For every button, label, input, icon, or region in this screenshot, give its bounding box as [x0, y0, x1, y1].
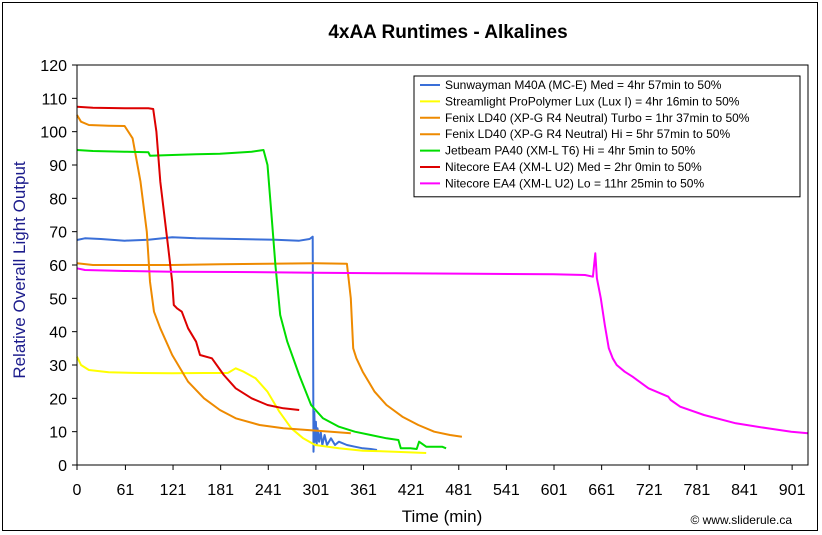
- x-tick-label: 901: [779, 482, 806, 499]
- series-line-7: [76, 252, 809, 435]
- x-tick-label: 541: [493, 482, 520, 499]
- series-layer: [76, 105, 809, 454]
- series-line-5: [76, 149, 447, 450]
- x-axis-label: Time (min): [402, 507, 483, 526]
- legend-entry: Fenix LD40 (XP-G R4 Neutral) Turbo = 1hr…: [445, 111, 750, 125]
- y-tick-label: 0: [58, 458, 67, 475]
- y-tick-label: 20: [49, 391, 67, 408]
- legend-entry: Fenix LD40 (XP-G R4 Neutral) Hi = 5hr 57…: [445, 127, 730, 141]
- y-tick-label: 100: [40, 125, 67, 142]
- x-tick-label: 61: [117, 482, 135, 499]
- x-tick-label: 121: [160, 482, 187, 499]
- y-tick-label: 80: [49, 191, 67, 208]
- series-line-2: [76, 356, 427, 454]
- series-line-6: [76, 105, 300, 411]
- y-tick-label: 110: [41, 91, 67, 108]
- legend-entry: Nitecore EA4 (XM-L U2) Med = 2hr 0min to…: [445, 160, 702, 174]
- y-tick-label: 120: [40, 58, 67, 75]
- legend-entry: Sunwayman M40A (MC-E) Med = 4hr 57min to…: [445, 78, 722, 92]
- y-tick-label: 50: [49, 291, 67, 308]
- x-tick-label: 361: [350, 482, 377, 499]
- legend-entry: Jetbeam PA40 (XM-L T6) Hi = 4hr 5min to …: [445, 144, 696, 158]
- y-axis-label: Relative Overall Light Output: [10, 161, 29, 379]
- y-tick-label: 40: [49, 325, 67, 342]
- plot-area-border: [76, 64, 809, 466]
- series-line-4: [76, 262, 463, 438]
- x-tick-label: 421: [398, 482, 425, 499]
- chart-title: 4xAA Runtimes - Alkalines: [328, 22, 567, 43]
- x-tick-label: 841: [731, 482, 758, 499]
- x-tick-label: 241: [255, 482, 282, 499]
- x-tick-label: 661: [588, 482, 615, 499]
- series-line-3: [76, 114, 351, 435]
- credit-text: © www.sliderule.ca: [690, 513, 792, 527]
- y-tick-label: 10: [49, 425, 67, 442]
- y-tick-label: 90: [49, 158, 67, 175]
- x-tick-label: 181: [207, 482, 234, 499]
- x-tick-label: 0: [73, 482, 82, 499]
- legend: Sunwayman M40A (MC-E) Med = 4hr 57min to…: [413, 75, 801, 198]
- x-tick-label: 481: [445, 482, 472, 499]
- legend-entry: Streamlight ProPolymer Lux (Lux I) = 4hr…: [445, 94, 740, 108]
- y-tick-label: 70: [49, 225, 67, 242]
- x-axis-ticks: 0 61 121 181 241 301 361 421 481 541 601 661 721 781 8…: [73, 465, 806, 499]
- y-axis-ticks: 0 10 20 30 40 50 60 70 80 90 100 110 120: [40, 58, 77, 475]
- legend-entry: Nitecore EA4 (XM-L U2) Lo = 11hr 25min t…: [445, 176, 704, 190]
- y-tick-label: 60: [49, 258, 67, 275]
- series-line-1: [76, 235, 378, 453]
- y-tick-label: 30: [49, 358, 67, 375]
- x-tick-label: 601: [541, 482, 568, 499]
- legend-box: [413, 75, 801, 198]
- x-tick-label: 721: [636, 482, 663, 499]
- x-tick-label: 301: [303, 482, 330, 499]
- x-tick-label: 781: [684, 482, 711, 499]
